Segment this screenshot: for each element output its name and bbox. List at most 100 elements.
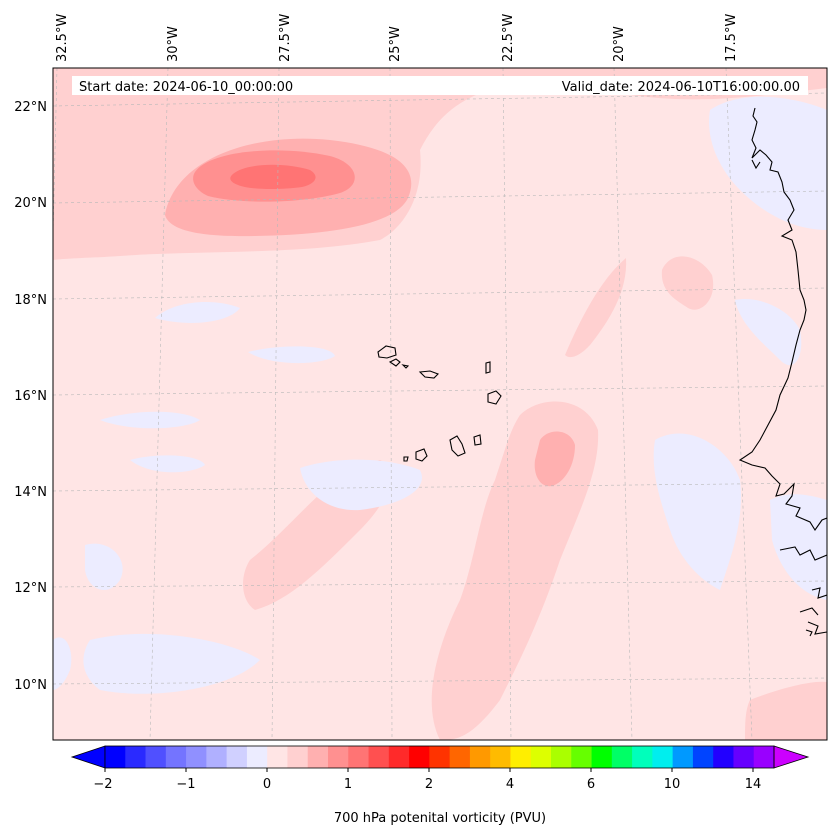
colorbar-cell bbox=[246, 746, 268, 768]
colorbar-cell bbox=[591, 746, 613, 768]
colorbar-tick-label: 0 bbox=[263, 777, 271, 792]
island-santa-luzia bbox=[401, 364, 410, 369]
lat-label: 18°N bbox=[14, 293, 47, 308]
pv-negative-patch-1 bbox=[155, 302, 240, 323]
colorbar-extend-low bbox=[70, 745, 106, 769]
lat-label: 22°N bbox=[14, 100, 47, 115]
colorbar-cell bbox=[348, 746, 369, 768]
date-banner bbox=[72, 76, 808, 95]
map-frame bbox=[52, 67, 828, 741]
pv-blob-southeast bbox=[745, 681, 827, 740]
cape-verde-islands bbox=[377, 345, 502, 462]
graticule bbox=[53, 68, 827, 740]
island-santiago bbox=[449, 435, 466, 457]
pv-blob-north-core bbox=[230, 164, 316, 190]
colorbar-cell bbox=[307, 746, 329, 768]
pv-negative-patch-7 bbox=[83, 633, 260, 694]
lon-label: 20°W bbox=[612, 26, 627, 62]
pv-streak-northeast bbox=[565, 258, 627, 358]
colorbar-extend-high bbox=[773, 745, 810, 769]
lat-label: 20°N bbox=[14, 196, 47, 211]
colorbar-tick-label: 10 bbox=[664, 777, 681, 792]
colorbar-tick-label: −2 bbox=[93, 777, 112, 792]
colorbar-cell bbox=[713, 746, 734, 768]
pv-negative-patch-8 bbox=[653, 433, 741, 590]
colorbar-cell bbox=[186, 746, 207, 768]
colorbar-cell bbox=[226, 746, 248, 768]
colorbar-cell bbox=[287, 746, 309, 768]
pv-negative-patch-10 bbox=[709, 96, 827, 230]
lon-label: 27.5°W bbox=[278, 14, 293, 62]
start-date-label: Start date: 2024-06-10_00:00:00 bbox=[79, 80, 293, 95]
lat-label: 16°N bbox=[14, 389, 47, 404]
colorbar-cell bbox=[571, 746, 592, 768]
pv-negative-patch-9 bbox=[735, 299, 802, 366]
island-sao-vicente bbox=[388, 358, 401, 367]
island-maio bbox=[473, 434, 482, 446]
colorbar-cell bbox=[490, 746, 511, 768]
colorbar-cell bbox=[409, 746, 430, 768]
colorbar-label: 700 hPa potenital vorticity (PVU) bbox=[334, 811, 546, 826]
colorbar-cell bbox=[652, 746, 674, 768]
colorbar-tick-label: 1 bbox=[344, 777, 352, 792]
pv-negative-patch-12 bbox=[53, 637, 72, 690]
pv-negative-patch-6 bbox=[85, 543, 123, 591]
colorbar-cells bbox=[105, 746, 775, 768]
colorbar-ticks: −2 −1 0 1 2 4 6 10 14 bbox=[93, 768, 761, 792]
pv-negative-patch-11 bbox=[770, 494, 827, 600]
pv-blob-east bbox=[661, 256, 714, 310]
island-boa-vista bbox=[487, 390, 502, 405]
pv-negative-patch-3 bbox=[100, 411, 200, 429]
colorbar-tick-label: −1 bbox=[176, 777, 195, 792]
latitude-labels: 22°N 20°N 18°N 16°N 14°N 12°N 10°N bbox=[14, 100, 47, 693]
colorbar-cell bbox=[469, 746, 491, 768]
colorbar-cell bbox=[206, 746, 228, 768]
lon-label: 32.5°W bbox=[55, 14, 70, 62]
colorbar-cell bbox=[267, 746, 288, 768]
pv-negative-patch-4 bbox=[130, 455, 205, 473]
island-sao-nicolau bbox=[418, 370, 439, 379]
colorbar-tick-label: 6 bbox=[587, 777, 595, 792]
colorbar-cell bbox=[449, 746, 471, 768]
lon-label: 30°W bbox=[166, 26, 181, 62]
island-brava bbox=[403, 456, 409, 462]
colorbar-cell bbox=[672, 746, 694, 768]
colorbar-cell bbox=[692, 746, 714, 768]
colorbar-cell bbox=[733, 746, 755, 768]
colorbar-cell bbox=[551, 746, 572, 768]
lat-label: 10°N bbox=[14, 678, 47, 693]
colorbar-cell bbox=[328, 746, 349, 768]
colorbar-outline bbox=[104, 745, 775, 769]
pv-blob-central-core bbox=[534, 431, 575, 487]
map-panel bbox=[53, 68, 827, 740]
colorbar: −2 −1 0 1 2 4 6 10 14 700 hPa potenital … bbox=[70, 745, 810, 826]
colorbar-cell bbox=[530, 746, 552, 768]
colorbar-cell bbox=[165, 746, 187, 768]
colorbar-tick-label: 2 bbox=[425, 777, 433, 792]
pv-streak-central bbox=[431, 401, 599, 740]
lat-label: 12°N bbox=[14, 581, 47, 596]
lon-label: 22.5°W bbox=[501, 14, 516, 62]
coast-inlet-north bbox=[751, 159, 761, 170]
lon-label: 17.5°W bbox=[724, 14, 739, 62]
colorbar-cell bbox=[145, 746, 167, 768]
colorbar-cell bbox=[429, 746, 451, 768]
colorbar-tick-label: 4 bbox=[506, 777, 514, 792]
colorbar-cell bbox=[753, 746, 775, 768]
pv-negative-patch-2 bbox=[248, 346, 335, 364]
colorbar-cell bbox=[632, 746, 653, 768]
longitude-labels: 32.5°W 30°W 27.5°W 25°W 22.5°W 20°W 17.5… bbox=[55, 14, 739, 62]
colorbar-cell bbox=[125, 746, 146, 768]
island-fogo bbox=[415, 448, 428, 462]
coast-guinea-bissau bbox=[779, 546, 827, 637]
african-coastline bbox=[738, 107, 827, 531]
colorbar-cell bbox=[388, 746, 410, 768]
colorbar-cell bbox=[510, 746, 532, 768]
colorbar-cell bbox=[611, 746, 633, 768]
colorbar-tick-label: 14 bbox=[745, 777, 762, 792]
colorbar-cell bbox=[368, 746, 390, 768]
valid-date-label: Valid_date: 2024-06-10T16:00:00.00 bbox=[562, 80, 800, 95]
colorbar-cell bbox=[105, 746, 126, 768]
island-sal bbox=[485, 361, 491, 374]
